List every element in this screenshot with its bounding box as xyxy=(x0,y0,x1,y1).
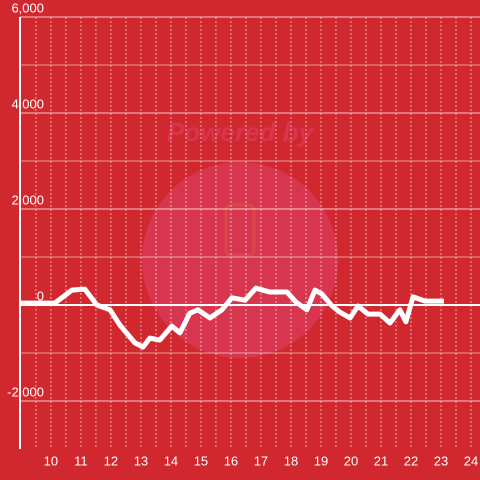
x-tick-label: 19 xyxy=(314,453,328,468)
x-tick-label: 18 xyxy=(284,453,298,468)
watermark-logo xyxy=(142,162,338,358)
y-tick-label: -2,000 xyxy=(7,384,44,399)
x-tick-label: 12 xyxy=(104,453,118,468)
watermark-circle xyxy=(142,162,338,358)
x-tick-label: 10 xyxy=(44,453,58,468)
x-tick-label: 11 xyxy=(74,453,88,468)
x-tick-label: 21 xyxy=(374,453,388,468)
x-tick-label: 17 xyxy=(254,453,268,468)
x-tick-label: 20 xyxy=(344,453,358,468)
x-tick-label: 24 xyxy=(464,453,478,468)
x-tick-label: 22 xyxy=(404,453,418,468)
watermark-icon xyxy=(224,203,256,257)
x-tick-label: 13 xyxy=(134,453,148,468)
watermark-text: Powered by xyxy=(167,117,314,147)
data-line xyxy=(20,285,444,350)
y-tick-label: 2,000 xyxy=(11,192,44,207)
x-tick-label: 16 xyxy=(224,453,238,468)
x-tick-label: 15 xyxy=(194,453,208,468)
y-tick-label: 4,000 xyxy=(11,96,44,111)
y-tick-label: 6,000 xyxy=(11,0,44,15)
y-tick-label: 0 xyxy=(37,288,44,303)
x-tick-label: 14 xyxy=(164,453,178,468)
x-tick-label: 23 xyxy=(434,453,448,468)
